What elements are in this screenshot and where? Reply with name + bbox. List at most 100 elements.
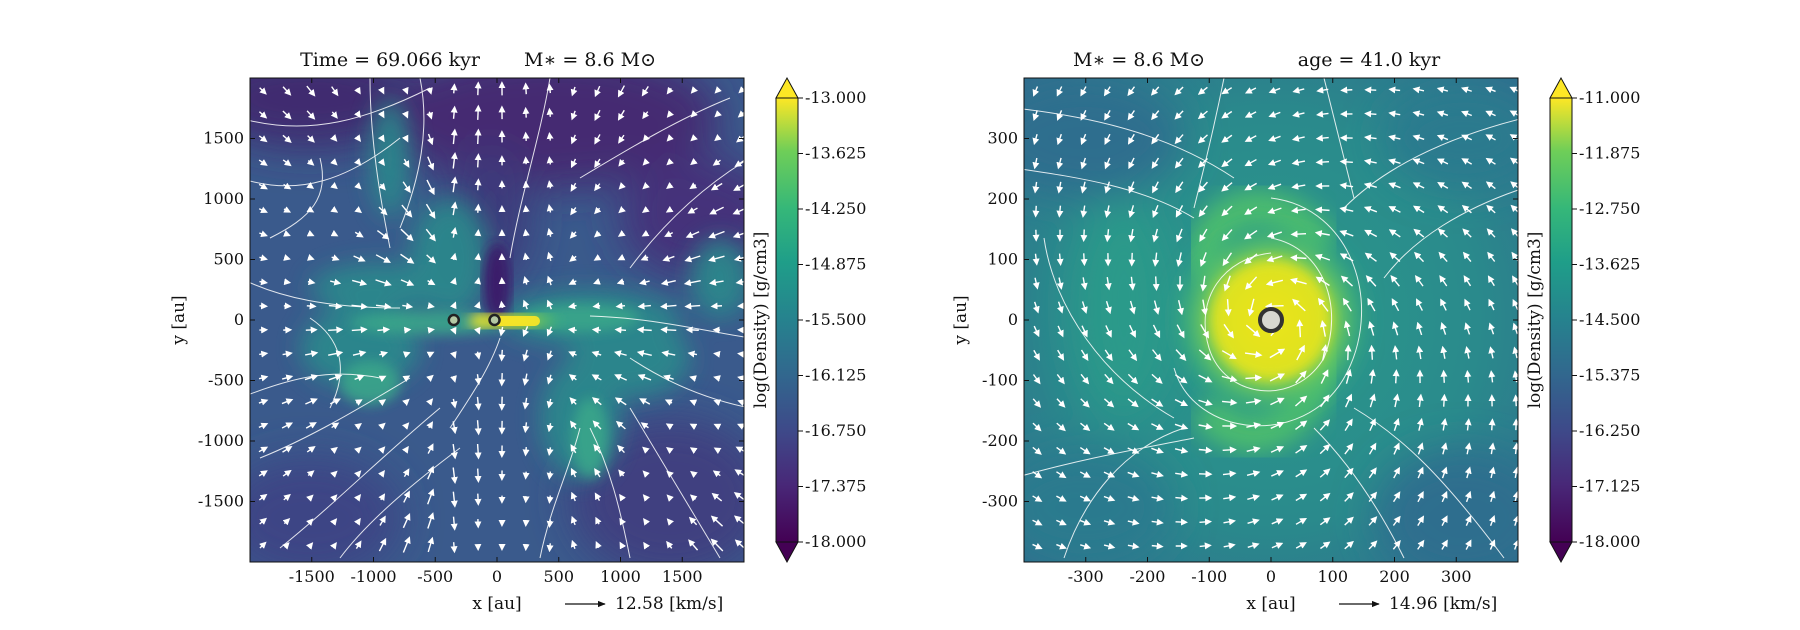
undefined-velocity-arrow bbox=[1344, 492, 1354, 502]
undefined-velocity-arrow bbox=[640, 422, 649, 430]
undefined-velocity-arrow bbox=[1319, 517, 1331, 526]
undefined-velocity-arrow bbox=[689, 399, 698, 406]
undefined-velocity-arrow bbox=[1512, 490, 1518, 502]
undefined-velocity-arrow bbox=[1412, 110, 1425, 118]
right-xtick-label: -300 bbox=[1068, 567, 1104, 586]
undefined-velocity-arrow bbox=[1368, 467, 1377, 479]
undefined-velocity-arrow bbox=[1127, 398, 1139, 408]
undefined-velocity-arrow bbox=[593, 278, 601, 285]
undefined-velocity-arrow bbox=[732, 208, 744, 215]
undefined-velocity-arrow bbox=[376, 229, 390, 240]
undefined-velocity-arrow bbox=[1509, 110, 1518, 117]
undefined-velocity-arrow bbox=[1292, 110, 1305, 118]
undefined-velocity-arrow bbox=[663, 374, 674, 382]
undefined-velocity-arrow bbox=[1056, 157, 1064, 170]
undefined-velocity-arrow bbox=[1246, 446, 1261, 453]
undefined-velocity-arrow bbox=[450, 443, 458, 460]
undefined-velocity-arrow bbox=[1128, 181, 1135, 194]
undefined-velocity-arrow bbox=[666, 518, 674, 526]
undefined-velocity-arrow bbox=[306, 158, 315, 166]
undefined-velocity-arrow bbox=[570, 182, 578, 192]
right-xtick-label: 300 bbox=[1441, 567, 1472, 586]
undefined-velocity-arrow bbox=[708, 230, 725, 239]
right-ytick-label: 100 bbox=[987, 250, 1018, 269]
undefined-velocity-arrow bbox=[402, 422, 410, 430]
undefined-velocity-arrow bbox=[354, 422, 362, 430]
undefined-velocity-arrow bbox=[1128, 276, 1136, 291]
undefined-velocity-arrow bbox=[1105, 300, 1112, 315]
undefined-velocity-arrow bbox=[735, 278, 744, 286]
undefined-velocity-arrow bbox=[637, 302, 651, 310]
undefined-velocity-arrow bbox=[1174, 423, 1189, 430]
undefined-velocity-arrow bbox=[307, 135, 315, 143]
undefined-velocity-arrow bbox=[568, 278, 577, 285]
right-colorbar-tick-label: -14.500 bbox=[1579, 310, 1640, 329]
right-xtick-label: -200 bbox=[1130, 567, 1166, 586]
undefined-velocity-arrow bbox=[1056, 495, 1067, 502]
undefined-velocity-arrow bbox=[1485, 134, 1496, 141]
undefined-velocity-arrow bbox=[1080, 422, 1091, 432]
undefined-velocity-arrow bbox=[450, 152, 458, 169]
undefined-velocity-arrow bbox=[1319, 468, 1331, 478]
undefined-velocity-arrow bbox=[1032, 471, 1043, 479]
undefined-velocity-arrow bbox=[1393, 466, 1400, 479]
undefined-velocity-arrow bbox=[378, 537, 387, 552]
undefined-velocity-arrow bbox=[258, 182, 268, 190]
undefined-velocity-arrow bbox=[1512, 514, 1518, 526]
undefined-velocity-arrow bbox=[660, 326, 677, 334]
undefined-velocity-arrow bbox=[1320, 394, 1330, 408]
undefined-velocity-arrow bbox=[304, 374, 319, 381]
undefined-velocity-arrow bbox=[616, 278, 625, 285]
undefined-velocity-arrow bbox=[1271, 494, 1284, 501]
undefined-velocity-arrow bbox=[1464, 418, 1472, 431]
undefined-velocity-arrow bbox=[427, 512, 435, 529]
left-xtick-label: -1000 bbox=[350, 567, 396, 586]
undefined-velocity-arrow bbox=[329, 541, 337, 550]
undefined-velocity-arrow bbox=[641, 229, 650, 237]
undefined-velocity-arrow bbox=[1198, 205, 1208, 218]
undefined-velocity-arrow bbox=[474, 420, 482, 436]
undefined-velocity-arrow bbox=[1416, 417, 1424, 431]
undefined-velocity-arrow bbox=[522, 422, 530, 434]
undefined-velocity-arrow bbox=[1389, 252, 1401, 263]
undefined-velocity-arrow bbox=[570, 467, 578, 478]
undefined-velocity-arrow bbox=[1441, 515, 1448, 526]
undefined-velocity-arrow bbox=[666, 134, 674, 142]
undefined-velocity-arrow bbox=[328, 302, 343, 310]
undefined-velocity-arrow bbox=[306, 518, 314, 526]
undefined-velocity-arrow bbox=[450, 542, 458, 554]
undefined-velocity-arrow bbox=[354, 206, 363, 214]
undefined-velocity-arrow bbox=[1127, 422, 1140, 431]
undefined-velocity-arrow bbox=[1440, 298, 1447, 311]
undefined-velocity-arrow bbox=[1199, 518, 1213, 526]
undefined-velocity-arrow bbox=[1344, 443, 1354, 455]
undefined-velocity-arrow bbox=[569, 420, 577, 430]
undefined-velocity-arrow bbox=[474, 277, 482, 285]
undefined-velocity-arrow bbox=[258, 135, 268, 143]
undefined-velocity-arrow bbox=[330, 229, 339, 237]
undefined-velocity-arrow bbox=[1295, 493, 1308, 502]
undefined-velocity-arrow bbox=[1438, 251, 1448, 263]
undefined-velocity-arrow bbox=[1291, 182, 1306, 190]
undefined-velocity-arrow bbox=[402, 398, 410, 406]
undefined-velocity-arrow bbox=[570, 539, 578, 549]
undefined-velocity-arrow bbox=[259, 278, 268, 286]
undefined-velocity-arrow bbox=[351, 279, 368, 287]
undefined-velocity-arrow bbox=[709, 206, 724, 215]
undefined-velocity-arrow bbox=[546, 180, 554, 189]
undefined-velocity-arrow bbox=[401, 204, 413, 218]
undefined-velocity-arrow bbox=[708, 278, 724, 286]
undefined-velocity-arrow bbox=[1152, 205, 1159, 218]
undefined-velocity-arrow bbox=[1315, 276, 1330, 287]
left-panel: -1500 -1000 -500 0 500 1000 1500 1500 1000 500 0 -5… bbox=[169, 49, 745, 614]
undefined-velocity-arrow bbox=[1440, 393, 1448, 407]
undefined-velocity-arrow bbox=[354, 470, 362, 478]
right-title-age: age = 41.0 kyr bbox=[1298, 49, 1441, 71]
undefined-velocity-arrow bbox=[328, 374, 343, 381]
undefined-velocity-arrow bbox=[1080, 86, 1087, 97]
undefined-velocity-arrow bbox=[1056, 519, 1067, 526]
undefined-velocity-arrow bbox=[685, 231, 700, 239]
undefined-velocity-arrow bbox=[1032, 86, 1040, 97]
undefined-velocity-arrow bbox=[330, 111, 338, 119]
undefined-velocity-arrow bbox=[1270, 446, 1285, 453]
